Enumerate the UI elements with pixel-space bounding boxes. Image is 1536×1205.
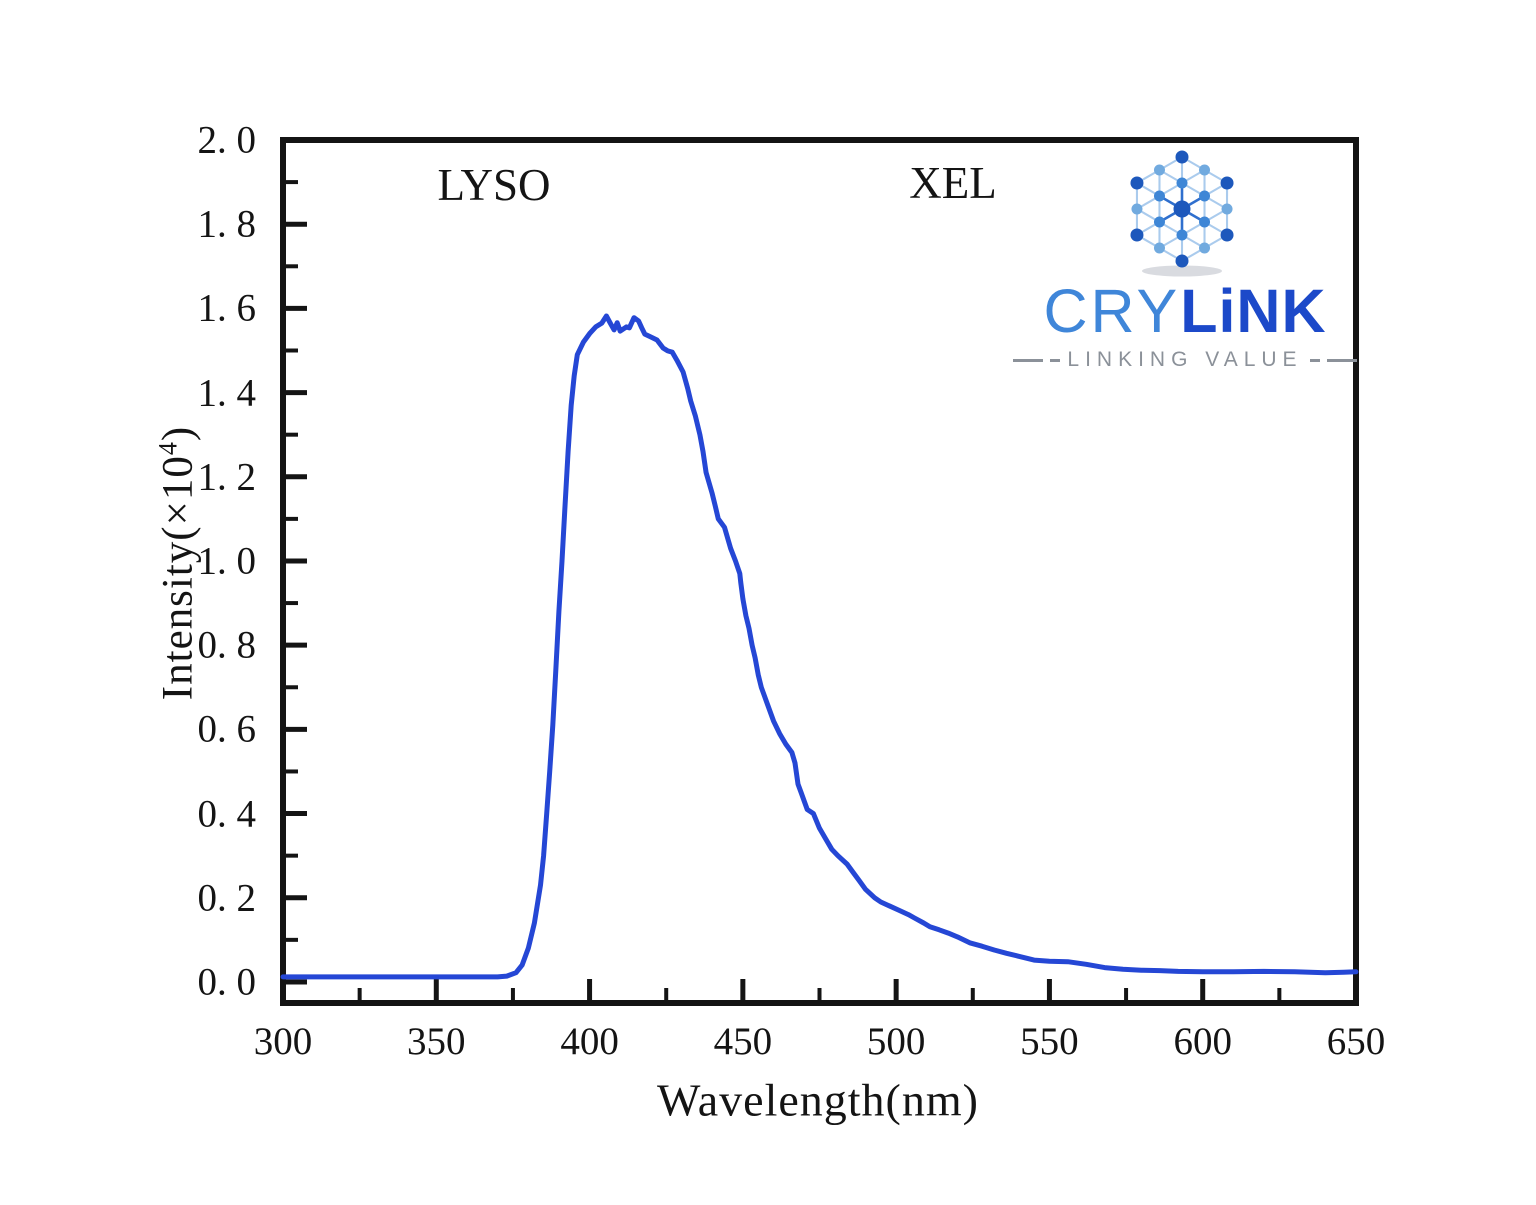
emission-curve: [280, 313, 1359, 980]
lattice-dot-vertex: [1130, 176, 1144, 190]
y-tick-label: 0. 4: [197, 792, 257, 836]
y-tick-label: 0. 2: [197, 876, 257, 920]
y-axis-title-text: Intensity(×10: [154, 455, 202, 701]
lattice-dot-inner: [1176, 229, 1188, 241]
tagline-dash-right-short: [1309, 358, 1321, 362]
tagline-dash-right-long: [1327, 358, 1357, 362]
lattice-dot-inner: [1199, 216, 1211, 228]
y-tick-label: 2. 0: [197, 118, 257, 162]
x-tick-label: 450: [713, 1020, 773, 1063]
y-tick-label: 1. 2: [197, 455, 257, 499]
crystal-lattice-icon: [1130, 150, 1234, 277]
lattice-dot-vertex: [1175, 254, 1189, 268]
lattice-dot-inner: [1176, 177, 1188, 189]
y-axis-title: Intensity(×104): [153, 426, 202, 700]
brand-cry: CRY: [1043, 277, 1181, 345]
x-tick-label: 400: [560, 1020, 619, 1063]
y-tick-label: 0. 8: [197, 623, 257, 667]
lattice-dot-inner: [1199, 190, 1211, 202]
lattice-dot-mid: [1153, 164, 1165, 176]
x-tick-label: 600: [1173, 1020, 1232, 1063]
y-tick-label: 1. 6: [197, 286, 257, 330]
plot-frame: [280, 137, 1359, 1006]
x-tick-label: 550: [1020, 1020, 1079, 1063]
y-axis-title-exponent: 4: [153, 441, 183, 456]
logo-shadow: [1142, 265, 1222, 277]
x-tick-label: 650: [1326, 1020, 1386, 1063]
lattice-dot-vertex: [1220, 176, 1234, 190]
lattice-dot-mid: [1199, 242, 1211, 254]
tagline-dash-left-short: [1049, 358, 1061, 362]
lattice-dot-vertex: [1130, 228, 1144, 242]
annotation-xel: XEL: [909, 158, 997, 208]
lattice-dot-vertex: [1220, 228, 1234, 242]
x-tick-label: 300: [253, 1020, 313, 1063]
y-tick-label: 1. 8: [197, 202, 257, 246]
brand-link: LiNK: [1180, 277, 1327, 345]
tagline-text: LINKING VALUE: [1067, 348, 1303, 371]
y-tick-label: 0. 0: [197, 960, 257, 1004]
lattice-dot-mid: [1153, 242, 1165, 254]
tagline-dash-left-long: [1013, 358, 1043, 362]
y-axis-title-close: ): [154, 425, 202, 442]
x-axis-title: Wavelength(nm): [657, 1074, 979, 1126]
lattice-dot-center: [1173, 200, 1191, 218]
x-tick-label: 350: [407, 1020, 466, 1063]
lattice-dot-mid: [1131, 203, 1143, 215]
brand-wordmark: CRYLiNK: [1013, 281, 1357, 342]
y-tick-label: 1. 0: [197, 539, 257, 583]
lattice-dot-inner: [1153, 216, 1165, 228]
y-tick-label: 0. 6: [197, 707, 257, 751]
annotation-lyso: LYSO: [437, 160, 551, 210]
lattice-dot-mid: [1221, 203, 1233, 215]
brand-tagline: LINKING VALUE: [1013, 348, 1357, 372]
lattice-dot-vertex: [1175, 150, 1189, 164]
lattice-dot-inner: [1153, 190, 1165, 202]
crylink-logo: CRYLiNK LINKING VALUE: [1013, 133, 1357, 372]
y-tick-label: 1. 4: [197, 371, 257, 415]
lattice-dot-mid: [1199, 164, 1211, 176]
x-tick-label: 500: [866, 1020, 926, 1063]
